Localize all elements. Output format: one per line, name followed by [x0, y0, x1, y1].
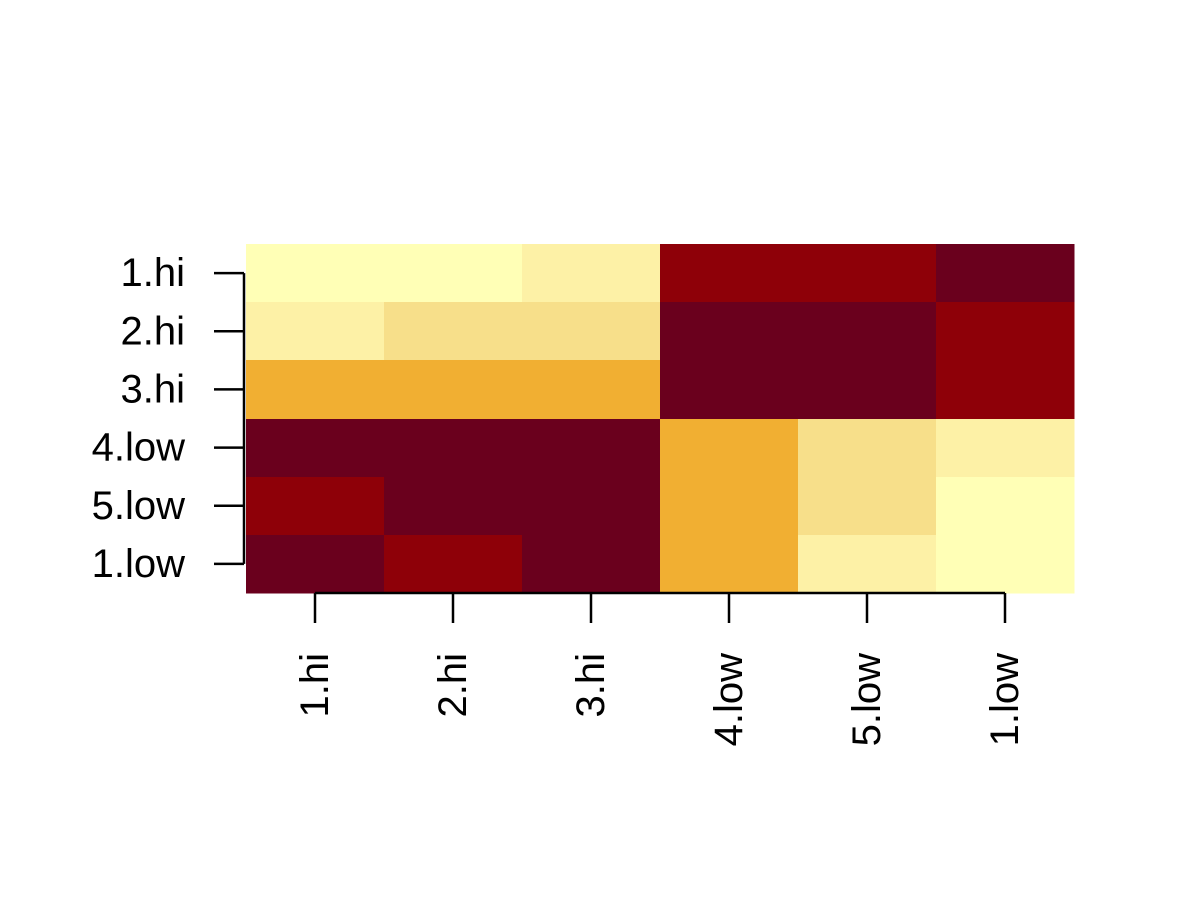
x-tick-label: 4.low	[707, 653, 751, 746]
heatmap-cell	[384, 535, 523, 594]
heatmap-cell	[384, 477, 523, 536]
heatmap-cell	[798, 419, 937, 478]
heatmap-cell	[936, 302, 1075, 361]
heatmap-cell	[936, 477, 1075, 536]
heatmap-cell	[522, 419, 661, 478]
heatmap-cell	[936, 360, 1075, 420]
heatmap-cell	[660, 535, 799, 594]
heatmap-cell	[660, 477, 799, 536]
heatmap-cell	[246, 302, 385, 361]
x-tick-label: 2.hi	[431, 653, 475, 718]
heatmap-cell	[522, 302, 661, 361]
x-tick-label: 1.low	[983, 653, 1027, 746]
heatmap-cell	[522, 477, 661, 536]
heatmap-cell	[522, 244, 661, 303]
x-axis: 1.hi 2.hi 3.hi 4.low 5.low 1.low	[293, 591, 1027, 746]
heatmap-cell	[246, 419, 385, 478]
x-tick-label: 5.low	[845, 653, 889, 746]
heatmap-cell	[522, 360, 661, 420]
heatmap-cell	[936, 244, 1075, 303]
heatmap-cell	[384, 302, 523, 361]
heatmap-cell	[384, 244, 523, 303]
heatmap-cell	[384, 419, 523, 478]
heatmap-cell	[246, 477, 385, 536]
heatmap-cell	[660, 419, 799, 478]
heatmap-cell	[246, 535, 385, 594]
heatmap-cell	[936, 419, 1075, 478]
y-tick-label: 3.hi	[121, 367, 186, 411]
heatmap-cell	[660, 244, 799, 303]
heatmap-cell	[660, 360, 799, 420]
x-tick-label: 3.hi	[569, 653, 613, 718]
x-tick-label: 1.hi	[293, 653, 337, 718]
heatmap-cells	[246, 244, 1075, 594]
heatmap-cell	[522, 535, 661, 594]
heatmap-cell	[798, 360, 937, 420]
y-tick-label: 5.low	[92, 484, 185, 528]
heatmap-cell	[936, 535, 1075, 594]
heatmap-cell	[798, 477, 937, 536]
heatmap-cell	[798, 302, 937, 361]
heatmap-cell	[246, 360, 385, 420]
y-tick-label: 1.low	[92, 542, 185, 586]
heatmap-cell	[384, 360, 523, 420]
y-tick-label: 4.low	[92, 426, 185, 470]
y-tick-label: 1.hi	[121, 251, 186, 295]
heatmap-cell	[798, 244, 937, 303]
heatmap-cell	[246, 244, 385, 303]
y-axis: 1.hi 2.hi 3.hi 4.low 5.low 1.low	[92, 251, 246, 586]
y-tick-label: 2.hi	[121, 309, 186, 353]
heatmap-cell	[660, 302, 799, 361]
heatmap-cell	[798, 535, 937, 594]
